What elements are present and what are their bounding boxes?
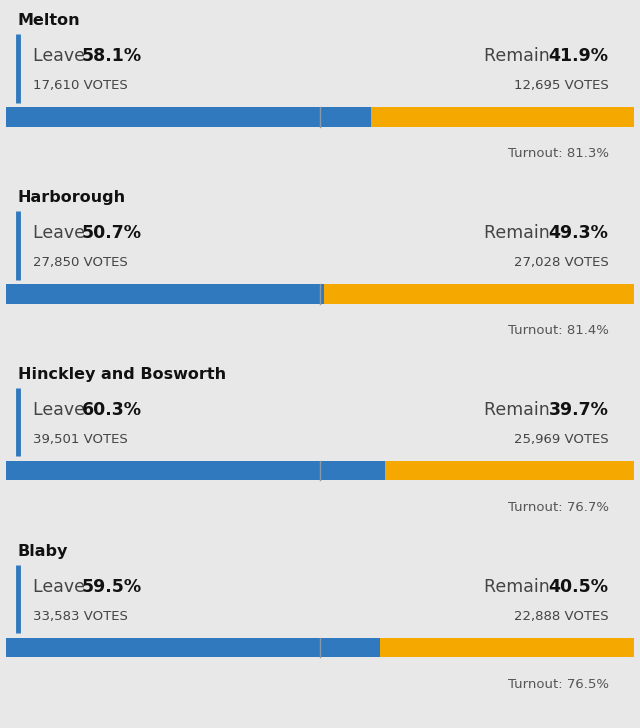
Text: 60.3%: 60.3% [82,401,141,419]
Bar [6,638,380,657]
Text: Remain: Remain [484,224,556,242]
Text: Melton: Melton [18,13,80,28]
Text: Leave: Leave [33,47,90,66]
Text: 12,695 VOTES: 12,695 VOTES [514,79,609,92]
Bar [324,284,634,304]
Bar [385,461,634,480]
Text: Remain: Remain [484,401,556,419]
Text: Blaby: Blaby [18,544,68,559]
Text: 33,583 VOTES: 33,583 VOTES [33,610,127,622]
Text: 25,969 VOTES: 25,969 VOTES [514,433,609,446]
Text: Leave: Leave [33,224,90,242]
Text: 41.9%: 41.9% [548,47,609,66]
Bar [6,107,371,127]
Bar [6,461,385,480]
Text: Harborough: Harborough [18,190,126,205]
Text: 22,888 VOTES: 22,888 VOTES [514,610,609,622]
Text: Turnout: 81.4%: Turnout: 81.4% [508,325,609,337]
Text: 39,501 VOTES: 39,501 VOTES [33,433,127,446]
Text: Remain: Remain [484,47,556,66]
Text: 39.7%: 39.7% [548,401,609,419]
Text: Turnout: 81.3%: Turnout: 81.3% [508,148,609,160]
Text: Hinckley and Bosworth: Hinckley and Bosworth [18,367,226,382]
Text: Leave: Leave [33,401,90,419]
Text: Turnout: 76.7%: Turnout: 76.7% [508,502,609,514]
Bar [371,107,634,127]
Text: Turnout: 76.5%: Turnout: 76.5% [508,678,609,691]
Text: 27,850 VOTES: 27,850 VOTES [33,256,127,269]
Text: 17,610 VOTES: 17,610 VOTES [33,79,127,92]
Text: Leave: Leave [33,578,90,596]
Text: 59.5%: 59.5% [82,578,142,596]
Text: 58.1%: 58.1% [82,47,142,66]
Bar [380,638,634,657]
Bar [6,284,324,304]
Text: 49.3%: 49.3% [548,224,609,242]
Text: Remain: Remain [484,578,556,596]
Text: 50.7%: 50.7% [82,224,141,242]
Text: 27,028 VOTES: 27,028 VOTES [514,256,609,269]
Text: 40.5%: 40.5% [548,578,609,596]
